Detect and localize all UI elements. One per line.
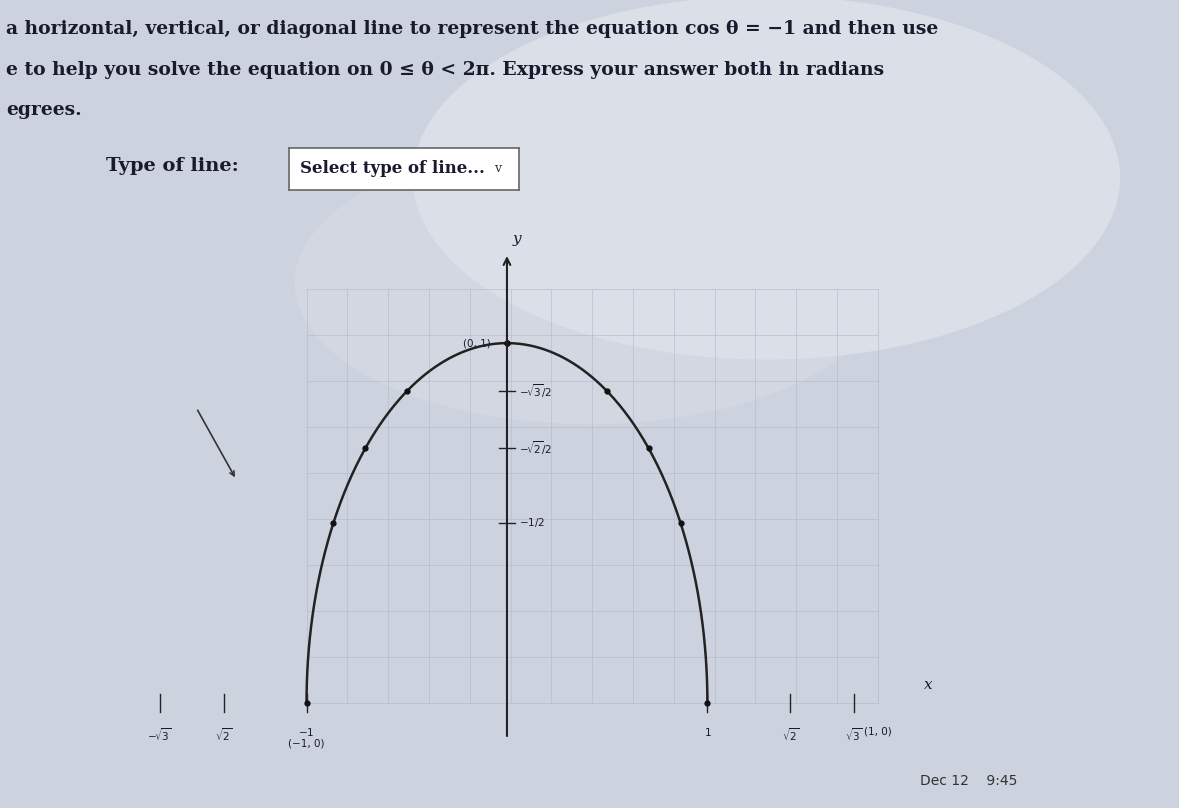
Text: Type of line:: Type of line: [106, 157, 239, 175]
Text: $-\!\sqrt{3}$: $-\!\sqrt{3}$ [147, 726, 172, 743]
Text: (−1, 0): (−1, 0) [289, 739, 324, 749]
Text: (0, 1): (0, 1) [463, 338, 490, 348]
Text: $\sqrt{2}$: $\sqrt{2}$ [215, 726, 232, 743]
Text: $\sqrt{3}$: $\sqrt{3}$ [845, 726, 863, 743]
Text: y: y [513, 232, 521, 246]
Text: e to help you solve the equation on 0 ≤ θ < 2π. Express your answer both in radi: e to help you solve the equation on 0 ≤ … [6, 61, 884, 78]
Text: $-\!\sqrt{2}/2$: $-\!\sqrt{2}/2$ [519, 440, 552, 457]
Text: (1, 0): (1, 0) [864, 726, 891, 736]
Text: $\sqrt{2}$: $\sqrt{2}$ [782, 726, 799, 743]
Text: $-1$: $-1$ [298, 726, 315, 739]
Text: $1$: $1$ [704, 726, 711, 739]
Text: egrees.: egrees. [6, 101, 81, 119]
Text: v: v [494, 162, 501, 175]
Text: a horizontal, vertical, or diagonal line to represent the equation cos θ = −1 an: a horizontal, vertical, or diagonal line… [6, 20, 938, 38]
Text: x: x [924, 678, 933, 692]
Text: $-\!\sqrt{3}/2$: $-\!\sqrt{3}/2$ [519, 382, 552, 400]
Ellipse shape [295, 141, 884, 424]
Ellipse shape [413, 0, 1120, 360]
Text: Select type of line...: Select type of line... [301, 159, 486, 176]
Text: Dec 12    9:45: Dec 12 9:45 [920, 774, 1017, 788]
Text: $-1/2$: $-1/2$ [519, 516, 545, 529]
